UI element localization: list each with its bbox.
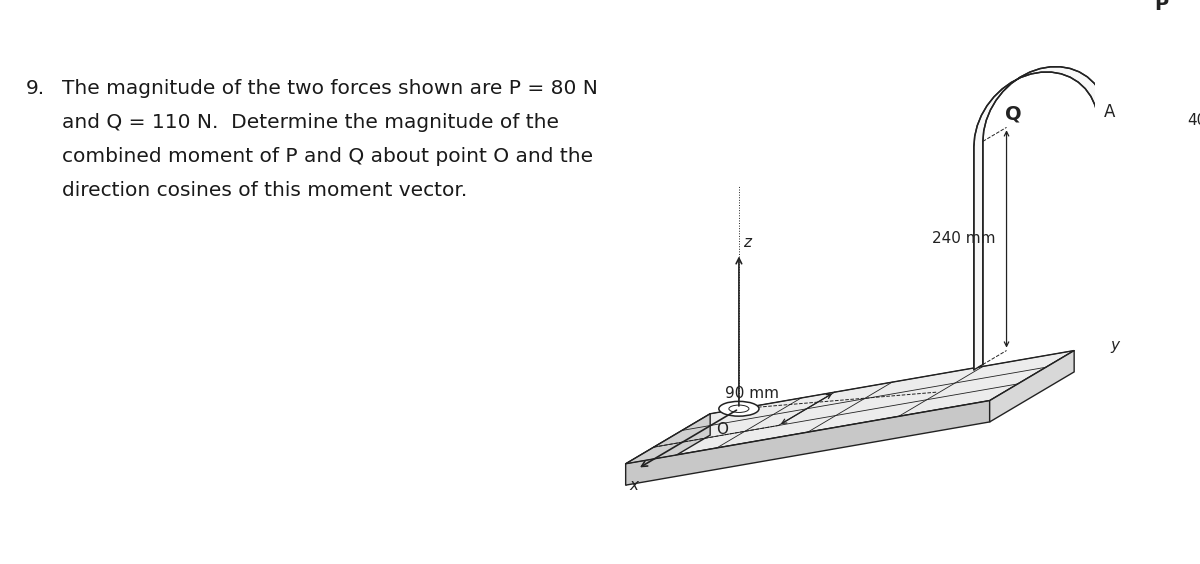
- Polygon shape: [625, 351, 1074, 464]
- Text: A: A: [1104, 103, 1115, 121]
- Text: 90 mm: 90 mm: [725, 386, 779, 402]
- Text: y: y: [1110, 338, 1120, 353]
- Text: 9.: 9.: [25, 79, 44, 98]
- Text: 240 mm: 240 mm: [932, 231, 996, 246]
- Text: and Q = 110 N.  Determine the magnitude of the: and Q = 110 N. Determine the magnitude o…: [62, 113, 559, 132]
- Text: combined moment of P and Q about point O and the: combined moment of P and Q about point O…: [62, 147, 593, 166]
- Text: direction cosines of this moment vector.: direction cosines of this moment vector.: [62, 182, 467, 200]
- Text: O: O: [716, 422, 728, 437]
- Text: z: z: [744, 235, 751, 250]
- Polygon shape: [625, 414, 710, 485]
- Ellipse shape: [719, 402, 758, 416]
- Text: P: P: [1154, 0, 1169, 14]
- Polygon shape: [974, 67, 1108, 370]
- Polygon shape: [625, 400, 990, 485]
- Polygon shape: [990, 351, 1074, 422]
- Text: Q: Q: [1004, 105, 1021, 124]
- Text: x: x: [629, 478, 638, 493]
- Text: The magnitude of the two forces shown are P = 80 N: The magnitude of the two forces shown ar…: [62, 79, 598, 98]
- Text: 40°: 40°: [1187, 113, 1200, 128]
